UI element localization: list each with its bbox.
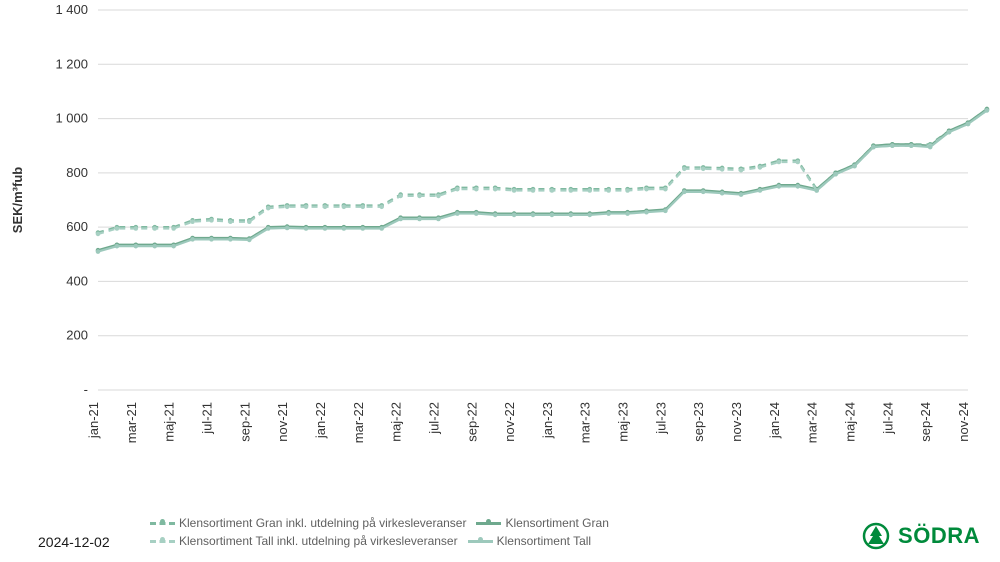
svg-text:maj-23: maj-23 [616,402,631,442]
svg-text:jul-22: jul-22 [426,402,441,435]
svg-text:1 400: 1 400 [55,2,88,17]
svg-text:600: 600 [66,219,88,234]
legend-label: Klensortiment Tall [497,532,592,550]
footer-date: 2024-12-02 [38,534,110,550]
svg-text:mar-21: mar-21 [124,402,139,443]
svg-text:jan-24: jan-24 [767,402,782,439]
chart-canvas: - 200 400 600 800 1 000 1 200 1 400 jan-21 mar-21… [0,0,1000,562]
legend-item-gran: Klensortiment Gran [476,514,608,532]
svg-text:SEK/m³fub: SEK/m³fub [10,167,25,234]
svg-text:mar-23: mar-23 [578,402,593,443]
svg-text:-: - [84,382,88,397]
svg-text:sep-23: sep-23 [691,402,706,442]
svg-text:sep-24: sep-24 [918,402,933,442]
svg-text:sep-22: sep-22 [464,402,479,442]
legend-label: Klensortiment Gran [505,514,608,532]
sodra-logo-icon [862,522,890,550]
svg-text:maj-21: maj-21 [162,402,177,442]
sodra-logo-text: SÖDRA [898,523,980,549]
svg-text:1 000: 1 000 [55,111,88,126]
svg-text:jan-21: jan-21 [86,402,101,439]
svg-text:jan-23: jan-23 [540,402,555,439]
svg-text:jul-21: jul-21 [199,402,214,435]
svg-text:1 200: 1 200 [55,56,88,71]
svg-text:jul-23: jul-23 [653,402,668,435]
chart-legend: Klensortiment Gran inkl. utdelning på vi… [150,514,609,550]
legend-item-gran-inkl: Klensortiment Gran inkl. utdelning på vi… [150,514,466,532]
svg-text:mar-22: mar-22 [351,402,366,443]
svg-text:maj-22: maj-22 [389,402,404,442]
svg-text:nov-23: nov-23 [729,402,744,442]
legend-label: Klensortiment Gran inkl. utdelning på vi… [179,514,466,532]
svg-text:nov-21: nov-21 [275,402,290,442]
svg-text:400: 400 [66,273,88,288]
legend-label: Klensortiment Tall inkl. utdelning på vi… [179,532,458,550]
svg-text:200: 200 [66,328,88,343]
timber-price-chart: - 200 400 600 800 1 000 1 200 1 400 jan-21 mar-21… [0,0,1000,562]
svg-text:jan-22: jan-22 [313,402,328,439]
svg-text:mar-24: mar-24 [805,402,820,443]
legend-item-tall: Klensortiment Tall [468,532,592,550]
svg-text:800: 800 [66,165,88,180]
sodra-logo: SÖDRA [862,522,980,550]
legend-item-tall-inkl: Klensortiment Tall inkl. utdelning på vi… [150,532,458,550]
svg-text:nov-22: nov-22 [502,402,517,442]
svg-text:sep-21: sep-21 [237,402,252,442]
svg-text:maj-24: maj-24 [843,402,858,442]
svg-text:jul-24: jul-24 [880,402,895,435]
svg-text:nov-24: nov-24 [956,402,971,442]
